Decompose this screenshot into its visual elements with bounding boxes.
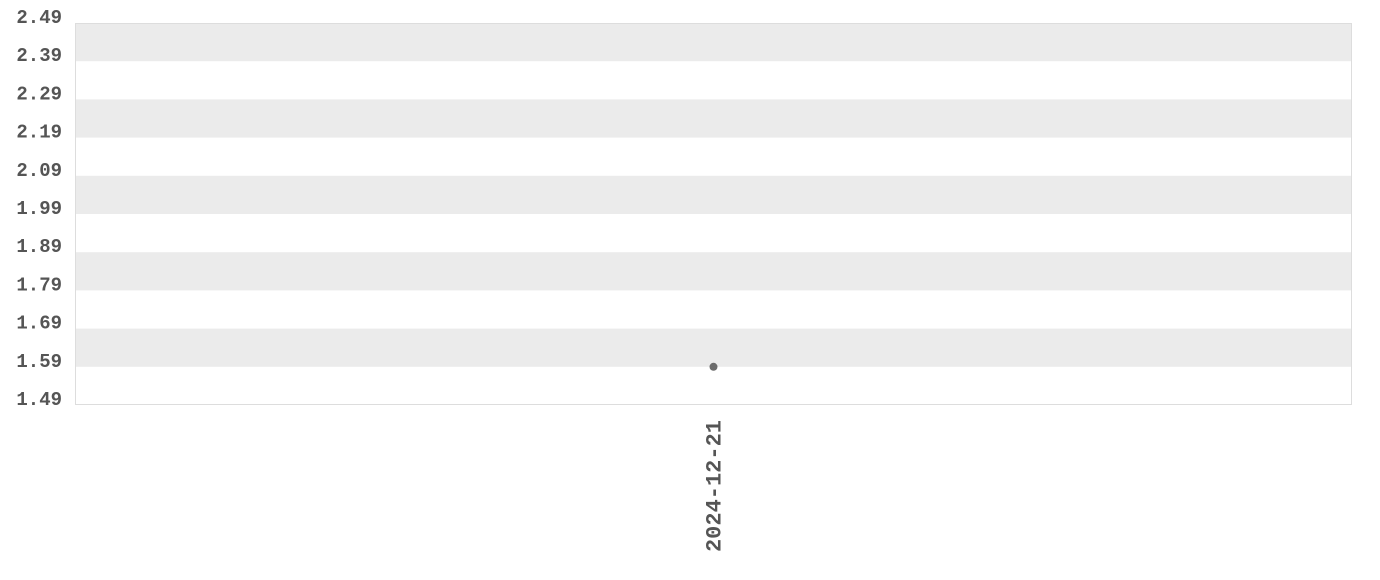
grid-band [75, 328, 1352, 367]
y-tick-label: 1.89 [16, 236, 62, 258]
y-tick-label: 2.49 [16, 7, 62, 29]
y-tick-label: 1.79 [16, 274, 62, 296]
y-tick-label: 2.39 [16, 45, 62, 67]
data-point [709, 362, 718, 371]
data-points [709, 362, 718, 371]
y-tick-label: 1.49 [16, 389, 62, 411]
y-tick-label: 2.19 [16, 122, 62, 144]
grid-band [75, 175, 1352, 214]
y-tick-label: 1.69 [16, 313, 62, 335]
y-axis-ticks: 2.49 2.39 2.29 2.19 2.09 1.99 1.89 1.79 1.69 1.59… [16, 7, 62, 411]
grid-band [75, 23, 1352, 62]
grid-band [75, 99, 1352, 138]
grid-band [75, 252, 1352, 291]
x-tick-label: 2024-12-21 [703, 420, 728, 552]
y-tick-label: 2.29 [16, 83, 62, 105]
plot-border [75, 23, 1352, 405]
y-tick-label: 2.09 [16, 160, 62, 182]
grid-bands [75, 23, 1352, 367]
y-tick-label: 1.99 [16, 198, 62, 220]
x-axis-ticks: 2024-12-21 [703, 420, 728, 552]
y-tick-label: 1.59 [16, 351, 62, 373]
